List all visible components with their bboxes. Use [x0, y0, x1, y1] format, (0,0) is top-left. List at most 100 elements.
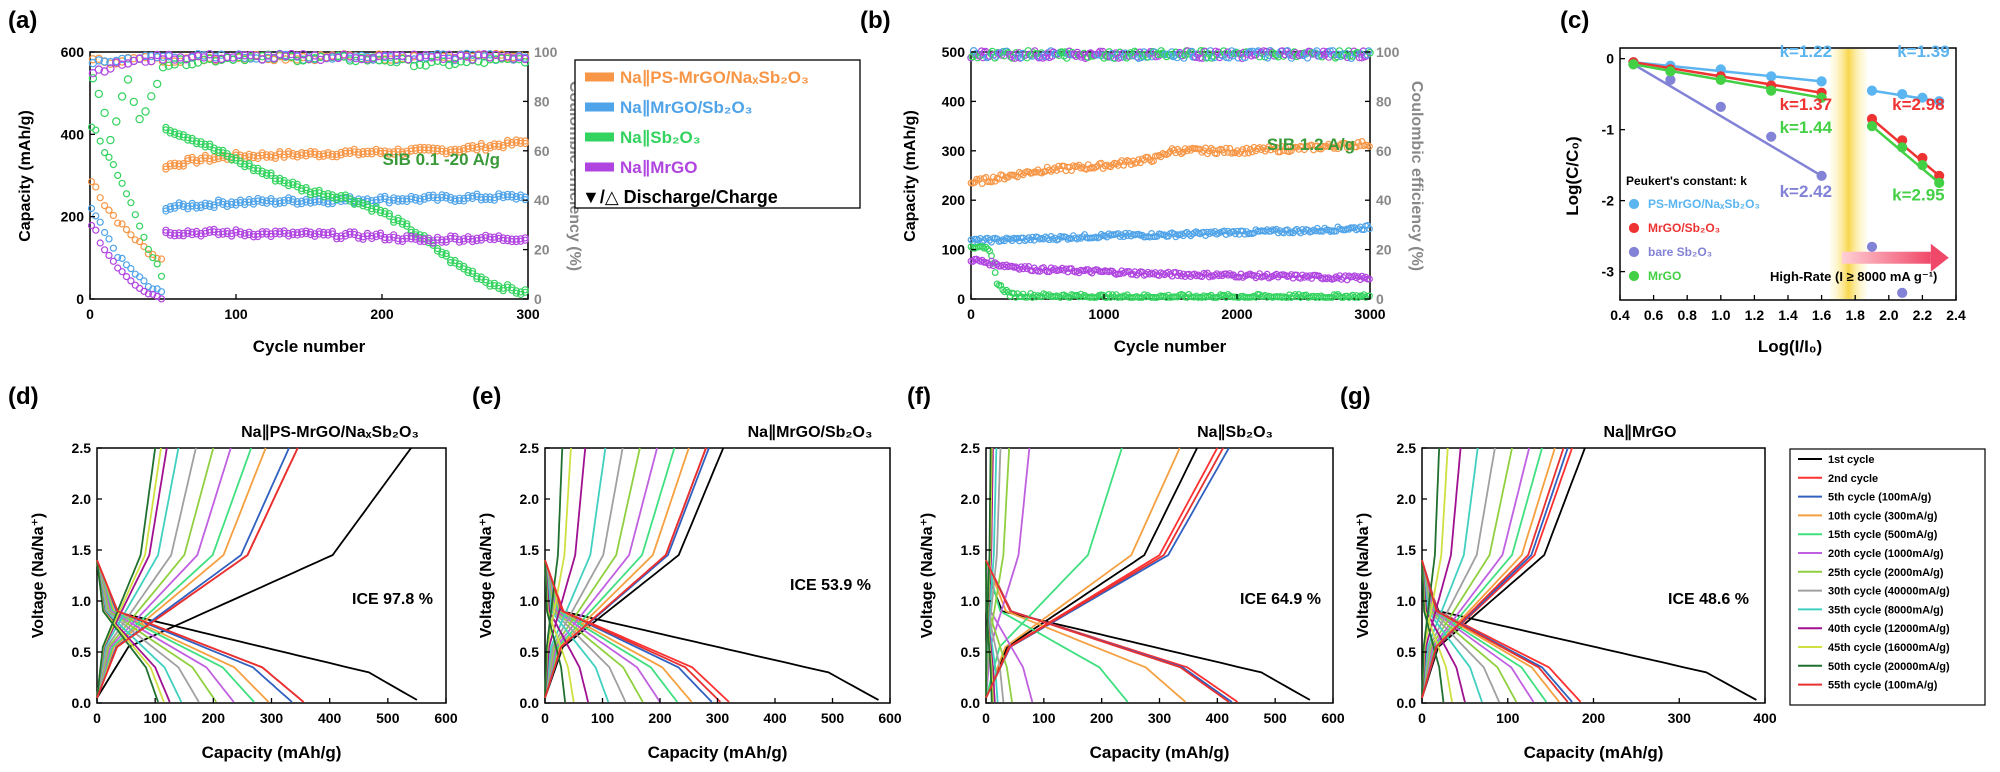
y-tick-label: 600 — [61, 44, 85, 60]
panel-b-data — [967, 46, 1374, 301]
x-tick-label: 200 — [1582, 710, 1606, 726]
y2-tick-label: 100 — [534, 44, 558, 60]
capacity-point — [521, 196, 529, 204]
ce-point — [497, 53, 506, 62]
capacity-point — [1135, 269, 1142, 277]
capacity-point — [1364, 221, 1371, 229]
capacity-point — [442, 194, 450, 202]
capacity-point — [986, 261, 993, 269]
capacity-point — [442, 147, 450, 155]
ce-point — [468, 50, 477, 60]
ce-point — [240, 51, 249, 60]
capacity-point — [442, 236, 450, 244]
capacity-point — [1244, 149, 1252, 157]
panel-a-frame — [89, 51, 529, 300]
capacity-point — [412, 194, 420, 202]
discharge-curve — [544, 559, 679, 703]
x-tick-label: 1000 — [1088, 306, 1119, 322]
ce-point — [112, 117, 121, 126]
y2-tick-label: 0 — [534, 291, 542, 307]
ce-point — [299, 52, 308, 62]
capacity-point — [232, 228, 240, 236]
capacity-point — [482, 234, 490, 242]
ce-point — [462, 49, 471, 59]
capacity-point — [271, 200, 279, 208]
charge-curve — [96, 447, 232, 699]
ce-point — [322, 53, 331, 63]
discharge-curve — [96, 560, 200, 703]
capacity-point — [96, 218, 104, 226]
capacity-point — [1120, 161, 1128, 169]
y2-tick-label: 20 — [1376, 242, 1392, 258]
capacity-point — [394, 195, 402, 203]
y-tick-label: 2.0 — [72, 491, 92, 507]
charge-curve — [96, 447, 299, 699]
fit-line-low — [1633, 60, 1822, 83]
y-axis-label: Voltage (Na/Na⁺) — [30, 513, 47, 639]
x-tick-label: 0 — [967, 306, 975, 322]
x-tick-label: 500 — [376, 710, 400, 726]
charge-curve — [544, 447, 725, 699]
capacity-point — [320, 193, 328, 201]
ce-point — [299, 50, 308, 59]
charge-curve — [544, 447, 707, 699]
capacity-point — [105, 153, 113, 161]
ce-point — [211, 54, 220, 64]
capacity-point — [359, 202, 367, 210]
capacity-point — [228, 230, 236, 238]
capacity-point — [219, 200, 227, 208]
legend-entry: 40th cycle (12000mA/g) — [1828, 623, 1950, 635]
x-axis-label: Capacity (mAh/g) — [1524, 743, 1664, 762]
capacity-point — [464, 142, 472, 150]
capacity-point — [333, 153, 341, 161]
ice-annotation: ICE 53.9 % — [790, 577, 871, 594]
charge-curve — [1421, 447, 1556, 699]
capacity-point — [254, 197, 262, 205]
capacity-point — [477, 142, 485, 150]
x-tick-label: 100 — [1496, 710, 1520, 726]
capacity-point — [468, 144, 477, 152]
capacity-point — [486, 144, 494, 152]
capacity-point — [210, 156, 218, 164]
capacity-point — [381, 192, 389, 200]
capacity-point — [302, 149, 310, 157]
capacity-point — [258, 198, 266, 206]
discharge-curve — [1421, 560, 1483, 703]
capacity-point — [337, 151, 345, 159]
capacity-point — [105, 235, 113, 243]
capacity-point — [346, 193, 354, 201]
ce-point — [310, 51, 319, 60]
capacity-point — [1183, 147, 1191, 155]
y-tick-label: 400 — [61, 126, 85, 142]
fit-line-high — [1871, 125, 1941, 184]
y-tick-label: 200 — [942, 192, 966, 208]
fit-line-low — [1632, 63, 1823, 177]
capacity-point — [1177, 150, 1185, 158]
ce-point — [100, 108, 109, 118]
ce-point — [392, 55, 401, 65]
ce-point — [999, 47, 1007, 56]
capacity-point — [109, 161, 118, 169]
rate-point — [1897, 88, 1908, 100]
rate-point — [1665, 74, 1676, 86]
capacity-point — [285, 147, 293, 156]
ce-point — [363, 55, 372, 64]
capacity-point — [157, 295, 166, 303]
ce-point — [117, 60, 127, 69]
capacity-point — [285, 182, 293, 190]
capacity-point — [390, 218, 398, 226]
capacity-point — [429, 237, 437, 245]
capacity-point — [320, 150, 328, 158]
capacity-point — [1278, 143, 1286, 150]
x-tick-label: 100 — [1032, 710, 1056, 726]
x-tick-label: 0.4 — [1610, 307, 1630, 323]
charge-curve — [985, 447, 992, 698]
x-tick-label: 0.8 — [1677, 307, 1697, 323]
panel-e-frame — [544, 447, 891, 704]
capacity-point — [271, 152, 279, 160]
capacity-point — [512, 136, 520, 144]
x-tick-label: 600 — [878, 710, 902, 726]
rate-point — [1766, 71, 1777, 82]
capacity-point — [499, 144, 507, 152]
ce-point — [468, 55, 477, 64]
